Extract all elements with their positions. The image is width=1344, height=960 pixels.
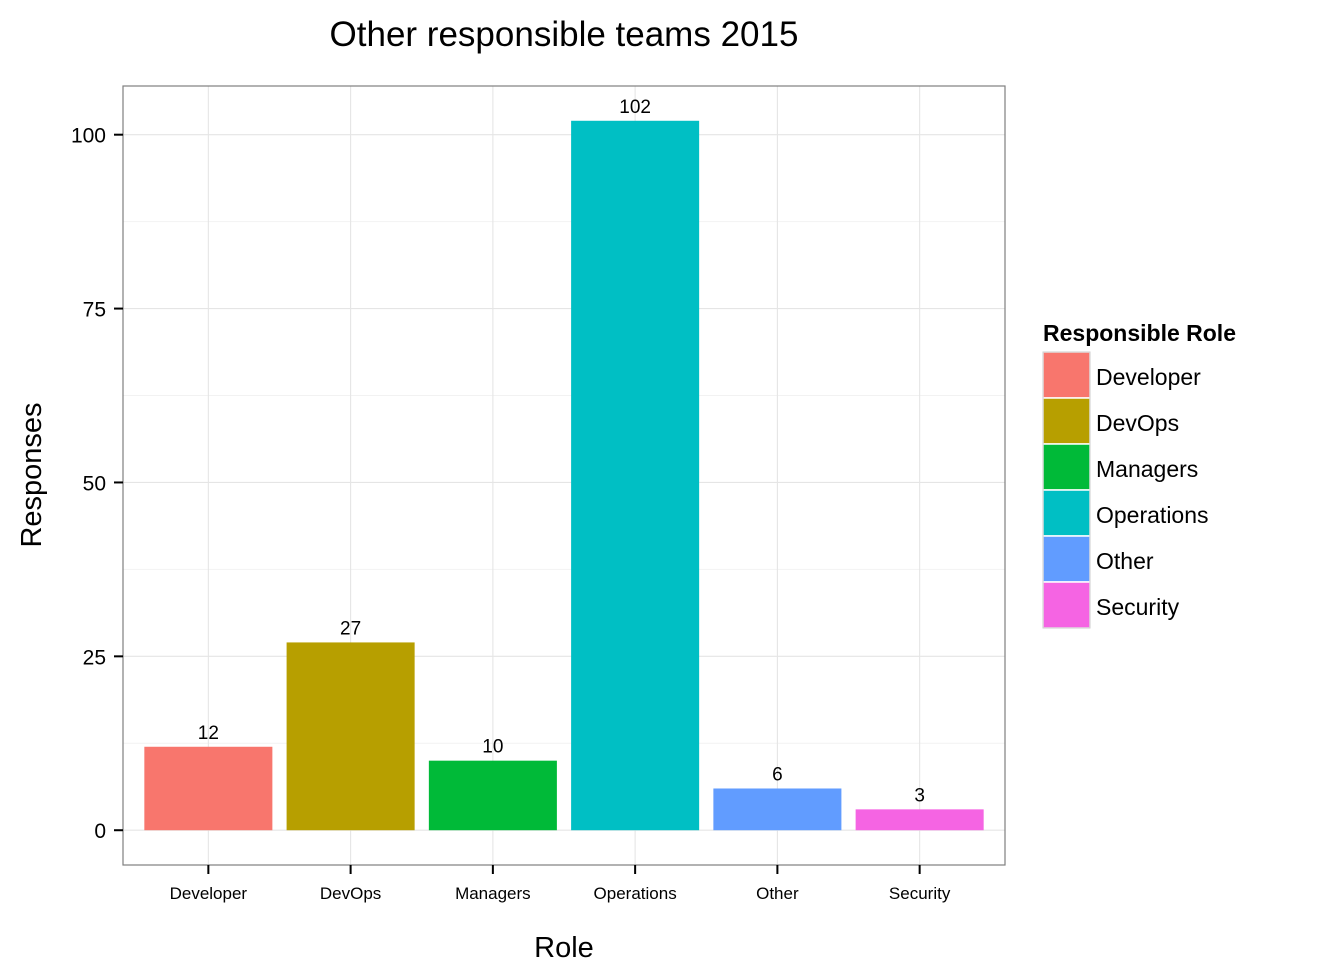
legend-label-operations: Operations bbox=[1096, 502, 1209, 528]
bar-operations bbox=[571, 120, 700, 831]
x-axis: Developer DevOps Managers Operations Other Se… bbox=[170, 865, 951, 903]
bars bbox=[144, 120, 984, 831]
legend-key-security bbox=[1042, 581, 1091, 629]
chart-title: Other responsible teams 2015 bbox=[330, 15, 799, 54]
legend-key-developer bbox=[1042, 351, 1091, 399]
y-axis: 0 25 50 75 100 bbox=[71, 125, 123, 843]
y-tick-label: 0 bbox=[94, 820, 106, 843]
legend-title: Responsible Role bbox=[1043, 320, 1236, 346]
x-tick-label-developer: Developer bbox=[170, 884, 248, 903]
plot-panel bbox=[123, 86, 1005, 865]
bar-other bbox=[713, 788, 842, 831]
legend-label-security: Security bbox=[1096, 594, 1180, 620]
legend-label-managers: Managers bbox=[1096, 456, 1198, 482]
data-labels: 12 27 10 102 6 3 bbox=[198, 97, 925, 807]
data-label-security: 3 bbox=[914, 785, 925, 806]
x-tick-label-security: Security bbox=[889, 884, 951, 903]
x-axis-title: Role bbox=[534, 932, 594, 960]
data-label-developer: 12 bbox=[198, 723, 219, 744]
legend: Responsible Role Developer DevOps Managers… bbox=[1042, 320, 1236, 629]
data-label-managers: 10 bbox=[482, 737, 503, 758]
legend-label-devops: DevOps bbox=[1096, 410, 1179, 436]
legend-key-devops bbox=[1042, 397, 1091, 445]
y-tick-label: 50 bbox=[83, 472, 106, 495]
y-tick-label: 25 bbox=[83, 646, 106, 669]
bar-devops bbox=[286, 642, 415, 831]
legend-label-other: Other bbox=[1096, 548, 1154, 574]
legend-key-other bbox=[1042, 535, 1091, 583]
y-tick-label: 100 bbox=[71, 125, 106, 148]
plot-border bbox=[122, 85, 1006, 866]
legend-key-managers bbox=[1042, 443, 1091, 491]
data-label-other: 6 bbox=[772, 764, 783, 785]
legend-label-developer: Developer bbox=[1096, 364, 1201, 390]
bar-managers bbox=[428, 760, 557, 831]
x-tick-label-operations: Operations bbox=[594, 884, 677, 903]
data-label-devops: 27 bbox=[340, 618, 361, 639]
y-axis-title: Responses bbox=[16, 402, 48, 547]
x-tick-label-devops: DevOps bbox=[320, 884, 381, 903]
bar-security bbox=[855, 809, 984, 831]
data-label-operations: 102 bbox=[619, 97, 651, 118]
x-tick-label-other: Other bbox=[756, 884, 799, 903]
x-tick-label-managers: Managers bbox=[455, 884, 531, 903]
bar-developer bbox=[144, 746, 273, 831]
legend-key-border bbox=[1042, 351, 1091, 629]
y-tick-label: 75 bbox=[83, 299, 106, 322]
legend-key-operations bbox=[1042, 489, 1091, 537]
